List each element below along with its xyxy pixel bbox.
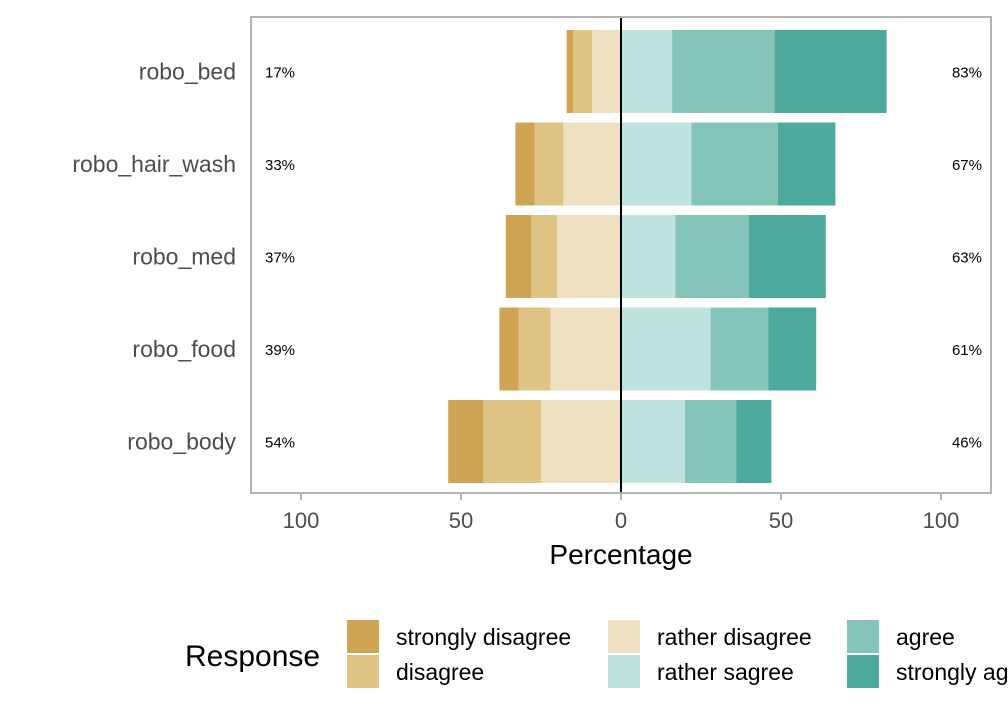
x-tick-label: 50 bbox=[449, 508, 473, 533]
legend: Response strongly disagree disagree rather… bbox=[185, 620, 1008, 688]
left-percent-label: 17% bbox=[265, 65, 295, 82]
left-percent-label: 39% bbox=[265, 342, 295, 359]
legend-swatch bbox=[347, 620, 379, 653]
bars-layer bbox=[448, 30, 887, 483]
left-percent-label: 54% bbox=[265, 435, 295, 452]
x-tick-label: 50 bbox=[769, 508, 793, 533]
bar-strongly-agree-robo_med bbox=[749, 215, 826, 298]
x-tick-label: 100 bbox=[923, 508, 960, 533]
bar-strongly-disagree-robo_bed bbox=[566, 30, 573, 113]
x-axis-ticks: 100 50 0 50 100 bbox=[283, 494, 960, 533]
right-percent-label: 63% bbox=[952, 250, 982, 267]
bar-strongly-agree-robo_food bbox=[768, 307, 817, 391]
legend-title: Response bbox=[185, 640, 320, 673]
legend-swatch bbox=[347, 655, 379, 688]
bar-agree-robo_med bbox=[675, 215, 749, 298]
y-tick-label: robo_body bbox=[127, 429, 236, 455]
bar-agree-robo_food bbox=[710, 307, 769, 391]
right-percent-label: 67% bbox=[952, 157, 982, 174]
legend-label: rather sagree bbox=[657, 659, 794, 685]
x-tick-label: 100 bbox=[283, 508, 320, 533]
legend-label: agree bbox=[896, 624, 955, 650]
panel-border bbox=[250, 16, 992, 494]
right-percent-label: 61% bbox=[952, 342, 982, 359]
left-percent-label: 37% bbox=[265, 250, 295, 267]
legend-label: disagree bbox=[396, 659, 484, 685]
bar-strongly-agree-robo_hair_wash bbox=[777, 122, 836, 206]
bar-rather-sagree-robo_bed bbox=[621, 30, 673, 113]
x-axis-title: Percentage bbox=[549, 539, 692, 570]
bar-rather-sagree-robo_hair_wash bbox=[621, 122, 692, 206]
legend-swatch bbox=[847, 655, 879, 688]
x-tick-label: 0 bbox=[615, 508, 627, 533]
legend-swatch bbox=[847, 620, 879, 653]
bar-rather-sagree-robo_food bbox=[621, 307, 711, 391]
y-axis-labels: robo_bed robo_hair_wash robo_med robo_foodr… bbox=[72, 59, 236, 455]
left-percent-label: 33% bbox=[265, 157, 295, 174]
bar-strongly-agree-robo_body bbox=[736, 400, 772, 483]
y-tick-label: robo_hair_wash bbox=[72, 151, 236, 177]
bar-agree-robo_body bbox=[685, 400, 737, 483]
bar-disagree-robo_food bbox=[518, 307, 551, 391]
legend-label: strongly disagree bbox=[396, 624, 571, 650]
legend-swatch bbox=[608, 655, 640, 688]
bar-rather-disagree-robo_bed bbox=[592, 30, 621, 113]
bar-agree-robo_hair_wash bbox=[691, 122, 778, 206]
legend-swatch bbox=[608, 620, 640, 653]
legend-label: strongly agree bbox=[896, 659, 1008, 685]
bar-agree-robo_bed bbox=[672, 30, 775, 113]
y-tick-label: robo_bed bbox=[139, 59, 236, 85]
legend-label: rather disagree bbox=[657, 624, 812, 650]
bar-disagree-robo_med bbox=[531, 215, 557, 298]
y-tick-label: robo_food bbox=[132, 336, 236, 362]
bar-disagree-robo_body bbox=[483, 400, 541, 483]
bar-strongly-disagree-robo_hair_wash bbox=[515, 122, 535, 206]
bar-strongly-agree-robo_bed bbox=[774, 30, 887, 113]
bar-disagree-robo_bed bbox=[573, 30, 593, 113]
right-percent-label: 83% bbox=[952, 65, 982, 82]
bar-strongly-disagree-robo_med bbox=[505, 215, 532, 298]
percent-labels: 17% 83% 33% 67% 37% 63% 39% 61% 54% 46% bbox=[265, 65, 982, 452]
bar-rather-disagree-robo_food bbox=[550, 307, 621, 391]
bar-rather-sagree-robo_med bbox=[621, 215, 676, 298]
bar-strongly-disagree-robo_body bbox=[448, 400, 484, 483]
bar-strongly-disagree-robo_food bbox=[499, 307, 519, 391]
bar-rather-sagree-robo_body bbox=[621, 400, 685, 483]
bar-rather-disagree-robo_med bbox=[557, 215, 621, 298]
bar-disagree-robo_hair_wash bbox=[534, 122, 564, 206]
bar-rather-disagree-robo_body bbox=[541, 400, 621, 483]
y-tick-label: robo_med bbox=[132, 244, 236, 270]
bar-rather-disagree-robo_hair_wash bbox=[563, 122, 621, 206]
right-percent-label: 46% bbox=[952, 435, 982, 452]
